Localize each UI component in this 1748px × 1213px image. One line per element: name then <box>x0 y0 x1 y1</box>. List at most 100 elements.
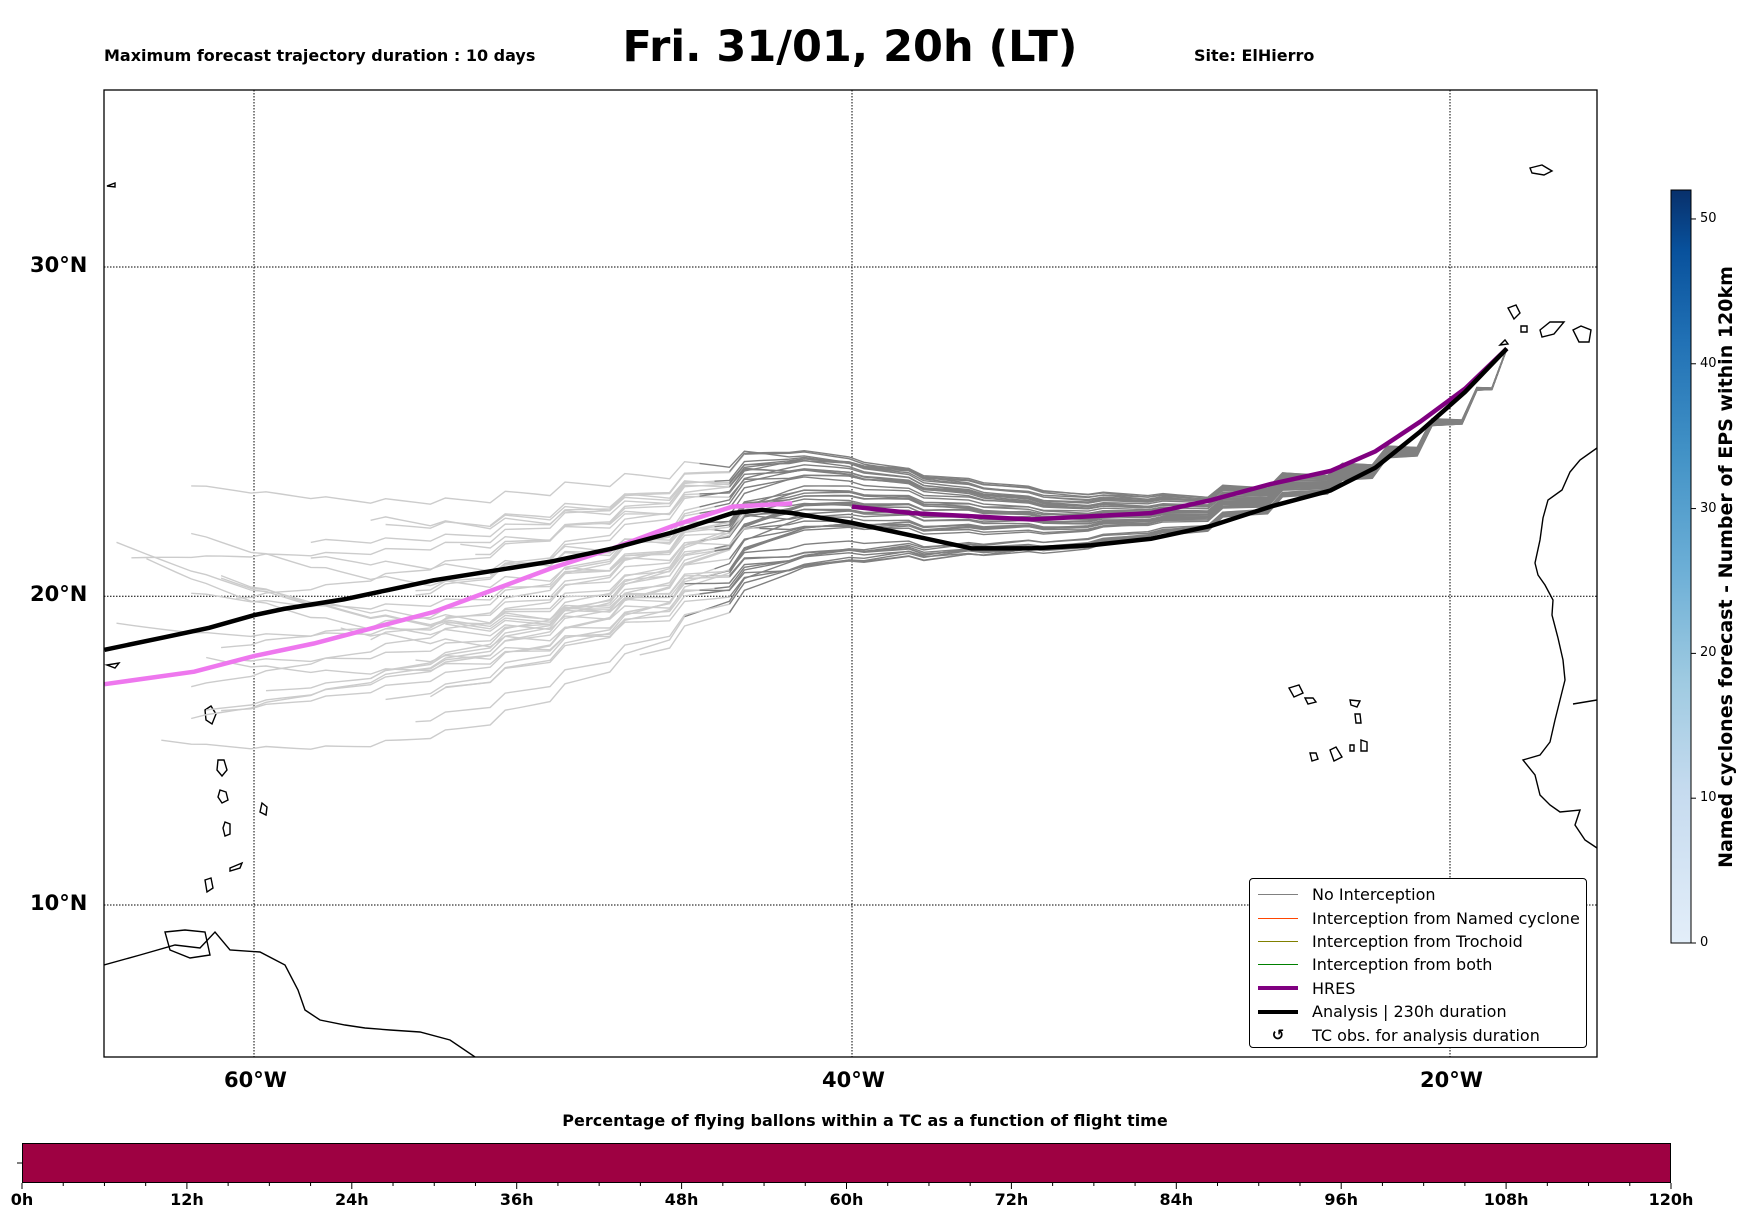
legend-line-swatch <box>1258 940 1298 942</box>
island-capeverde-1 <box>1287 684 1304 698</box>
island-capeverde-7 <box>1309 752 1319 762</box>
legend-item: Interception from Trochoid <box>1256 930 1586 953</box>
island-e <box>204 877 214 894</box>
ensemble-member-track-faded <box>430 568 715 698</box>
bottom-chart-title: Percentage of flying ballons within a TC… <box>562 1111 1168 1130</box>
colorbar-gradient <box>1670 189 1692 944</box>
ensemble-member-track-faded <box>191 460 700 505</box>
legend-line-swatch <box>1258 894 1298 896</box>
ensemble-member-track-faded <box>415 603 730 723</box>
ensemble-member-track <box>744 348 1508 516</box>
lat-tick-label: 30°N <box>30 253 88 277</box>
island-d <box>222 821 231 837</box>
ensemble-member-track-faded <box>206 593 700 675</box>
colorbar-tick-label: 50 <box>1700 210 1717 226</box>
ensemble-member-track-faded <box>206 503 760 711</box>
bottom-tick-label: 48h <box>664 1190 699 1209</box>
tc-obs-icon: ↺ <box>1271 1026 1285 1045</box>
ensemble-member-track-faded <box>236 558 730 663</box>
colorbar-label: Named cyclones forecast - Number of EPS … <box>1715 266 1737 868</box>
analysis-track <box>104 347 1509 653</box>
hres-track <box>851 346 1509 522</box>
island-capeverde-4 <box>1354 713 1362 724</box>
bottom-tick-label: 96h <box>1324 1190 1359 1209</box>
legend-item: Interception from both <box>1256 953 1586 976</box>
ensemble-member-track-faded <box>265 547 715 692</box>
coast-trinidad <box>164 929 211 959</box>
island-capeverde-6 <box>1329 746 1343 762</box>
lat-tick-label: 20°N <box>30 582 88 607</box>
island-canary-3 <box>1572 325 1592 343</box>
hres-trajectory <box>104 346 1509 687</box>
legend-label: Interception from Trochoid <box>1312 931 1523 951</box>
island-capeverde-8 <box>1349 744 1355 752</box>
legend-label: Analysis | 230h duration <box>1312 1002 1507 1022</box>
ensemble-member-track-faded <box>310 471 730 544</box>
colorbar-tick-label: 30 <box>1700 500 1717 516</box>
colorbar-ticks <box>1691 218 1696 944</box>
graticule <box>104 90 1597 1057</box>
legend-label: HRES <box>1312 978 1356 998</box>
colorbar-tick-label: 20 <box>1700 645 1717 661</box>
ensemble-member-track-faded <box>191 519 715 688</box>
ensemble-member-track-faded <box>191 527 760 589</box>
island-canary-4 <box>1520 325 1528 333</box>
ensemble-member-track-faded <box>609 569 730 630</box>
island-h <box>104 662 121 669</box>
bottom-tick-label: 120h <box>1648 1190 1694 1209</box>
lon-tick-label: 20°W <box>1420 1068 1483 1092</box>
tc-percentage-bar <box>22 1143 1671 1183</box>
legend-label: TC obs. for analysis duration <box>1312 1025 1540 1045</box>
island-canary-1 <box>1506 304 1521 321</box>
legend-item: No Interception <box>1256 883 1586 906</box>
legend-label: Interception from both <box>1312 955 1493 975</box>
ensemble-member-track-faded <box>445 576 730 632</box>
ensemble-member-track-faded <box>116 541 730 630</box>
island-madeira <box>1529 164 1554 176</box>
coast-south-america <box>104 930 476 1057</box>
bottom-tick-label: 36h <box>499 1190 534 1209</box>
colorbar-tick-label: 10 <box>1700 790 1717 806</box>
page-title: Fri. 31/01, 20h (LT) <box>622 22 1078 72</box>
island-c <box>217 789 229 804</box>
colorbar-tick-label: 40 <box>1700 355 1717 371</box>
param-duration: Maximum forecast trajectory duration : 1… <box>104 46 536 65</box>
island-canary-5 <box>1498 338 1510 346</box>
legend-item: ↺ TC obs. for analysis duration <box>1256 1023 1586 1046</box>
ensemble-member-track-faded <box>131 453 745 559</box>
legend-line-swatch <box>1258 986 1298 991</box>
ensemble-member-track <box>714 348 1508 510</box>
island-a <box>204 705 217 726</box>
coast-west-africa <box>1521 447 1597 849</box>
ensemble-member-track-faded <box>340 587 715 648</box>
legend-item: HRES <box>1256 977 1586 1000</box>
island-b <box>216 759 228 778</box>
analysis-trajectory <box>104 347 1509 653</box>
coastlines <box>104 164 1597 1057</box>
ensemble-member-track-faded <box>549 526 730 590</box>
hres-track-faded <box>104 501 793 687</box>
lon-tick-label: 60°W <box>224 1068 287 1092</box>
ensemble-member-track-faded <box>415 495 700 596</box>
legend-label: No Interception <box>1312 885 1436 905</box>
ensemble-member-track-faded <box>385 481 730 529</box>
legend-item: Interception from Named cyclone <box>1256 906 1586 929</box>
ensemble-member-track-faded <box>460 493 700 549</box>
bottom-tick-label: 72h <box>994 1190 1029 1209</box>
ensemble-member-track <box>728 348 1508 598</box>
legend-line-swatch <box>1258 1009 1298 1014</box>
map-plot-area <box>104 90 1597 1057</box>
legend: No Interception Interception from Named c… <box>1249 878 1587 1048</box>
lon-tick-label: 40°W <box>822 1068 885 1092</box>
island-capeverde-3 <box>1349 699 1362 708</box>
bottom-tick-label: 60h <box>829 1190 864 1209</box>
legend-line-swatch <box>1258 917 1298 919</box>
bottom-tick-label: 24h <box>334 1190 369 1209</box>
island-capeverde-5 <box>1360 739 1368 752</box>
legend-label: Interception from Named cyclone <box>1312 908 1580 928</box>
ensemble-member-track-faded <box>161 616 686 750</box>
island-capeverde-2 <box>1303 697 1318 705</box>
bottom-tick-label: 12h <box>170 1190 204 1209</box>
colorbar-tick-label: 0 <box>1700 935 1709 950</box>
legend-item: Analysis | 230h duration <box>1256 1000 1586 1023</box>
